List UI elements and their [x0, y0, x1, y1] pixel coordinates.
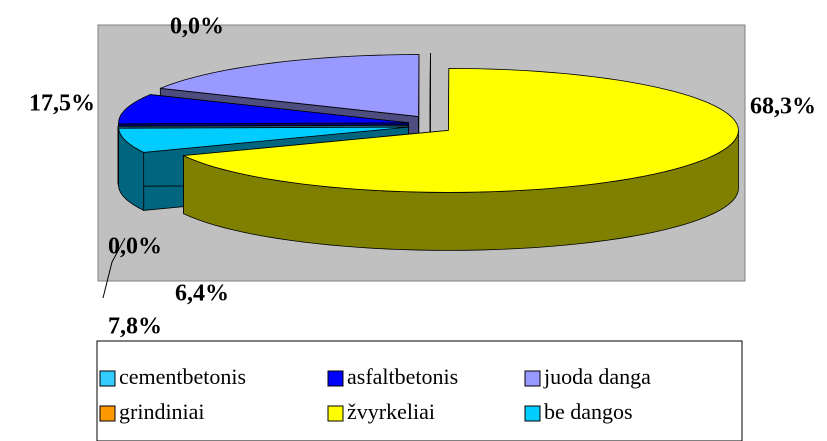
legend-label: asfaltbetonis	[347, 364, 458, 389]
slice-top	[160, 54, 420, 117]
legend-label: cementbetonis	[119, 364, 246, 389]
slice-top	[118, 94, 409, 125]
data-label: 0,0%	[108, 234, 162, 260]
data-label: 68,3%	[750, 94, 816, 120]
data-label: 0,0%	[170, 14, 224, 40]
legend-swatch	[524, 405, 541, 422]
data-label: 7,8%	[108, 314, 162, 340]
slice-top	[118, 126, 409, 153]
legend-label: be dangos	[544, 399, 633, 424]
legend-label: grindiniai	[119, 399, 205, 424]
legend	[96, 340, 743, 441]
labels: 0,0% 7,8% 17,5% 0,0% 68,3% 6,4% cementbetonis a…	[29, 14, 816, 425]
legend-swatch	[99, 370, 116, 387]
legend-swatch	[327, 405, 344, 422]
leader-line	[102, 237, 126, 299]
legend-swatch	[327, 370, 344, 387]
legend-label: juoda danga	[543, 364, 651, 389]
data-label: 17,5%	[29, 91, 95, 117]
legend-swatch	[524, 370, 541, 387]
slice-top	[182, 67, 739, 193]
pie	[117, 53, 739, 251]
slice	[182, 67, 739, 251]
legend-swatch	[99, 405, 116, 422]
data-label: 6,4%	[175, 281, 229, 307]
legend-label: žvyrkeliai	[347, 399, 435, 424]
slice-top	[118, 124, 409, 127]
